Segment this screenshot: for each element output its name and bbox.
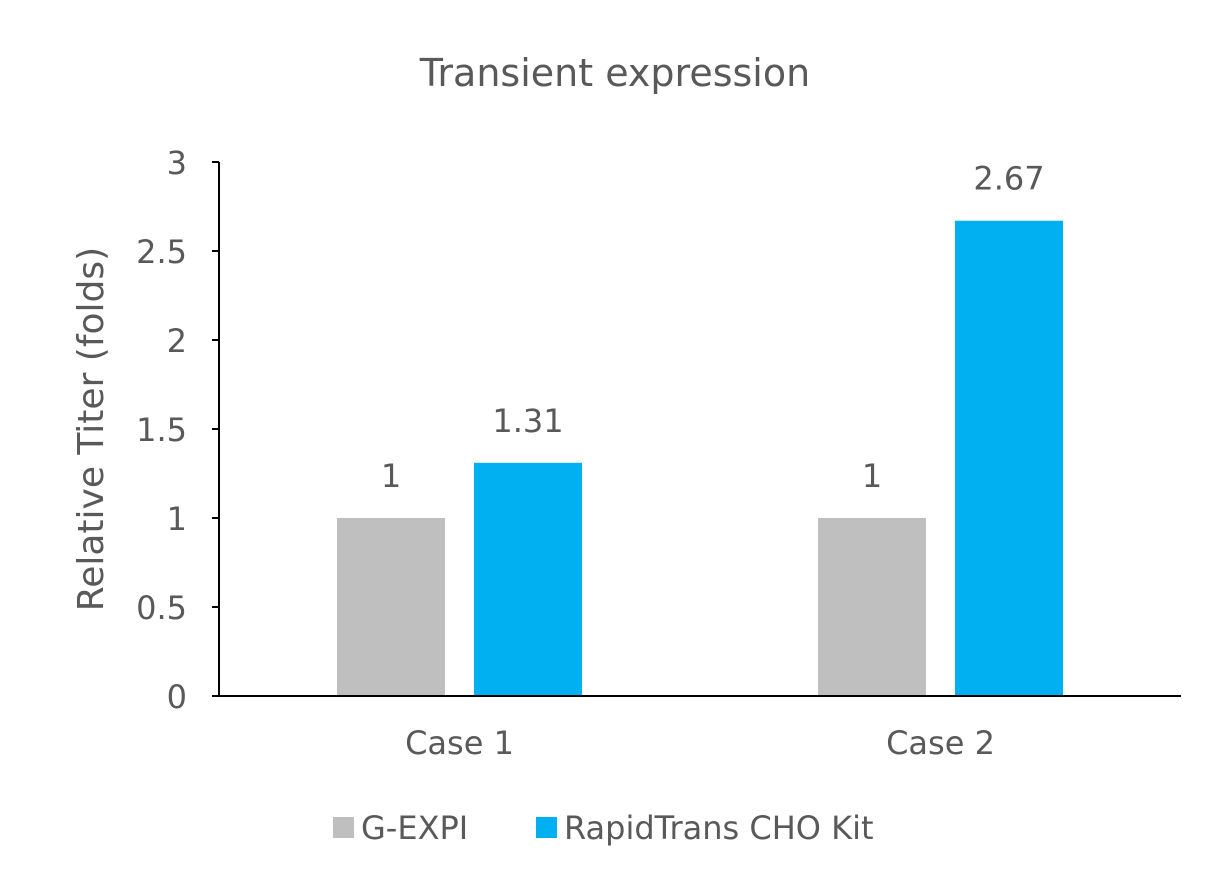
x-tick-label: Case 2 (886, 724, 995, 762)
legend-swatch (536, 817, 557, 838)
y-tick-label: 2 (167, 322, 187, 360)
chart-title: Transient expression (419, 51, 810, 95)
y-tick-label: 0 (167, 678, 187, 716)
y-tick-label: 2.5 (136, 233, 187, 271)
legend-swatch (333, 817, 354, 838)
y-tick-label: 0.5 (136, 589, 187, 627)
x-tick-label: Case 1 (405, 724, 514, 762)
legend-label: RapidTrans CHO Kit (564, 809, 874, 847)
legend-label: G-EXPI (361, 809, 468, 847)
data-label: 1 (381, 457, 401, 495)
y-axis-label: Relative Titer (folds) (71, 247, 112, 611)
y-tick-label: 1 (167, 500, 187, 538)
bar-g-expi (337, 518, 445, 696)
bar-g-expi (818, 518, 926, 696)
legend: G-EXPI RapidTrans CHO Kit (333, 809, 874, 847)
y-tick-label: 1.5 (136, 411, 187, 449)
bar-rapidtrans-cho-kit (955, 220, 1063, 697)
data-label: 1 (862, 457, 882, 495)
data-label: 1.31 (492, 402, 563, 440)
y-tick-label: 3 (167, 144, 187, 182)
data-label: 2.67 (973, 160, 1044, 198)
bar-rapidtrans-cho-kit (474, 462, 582, 696)
